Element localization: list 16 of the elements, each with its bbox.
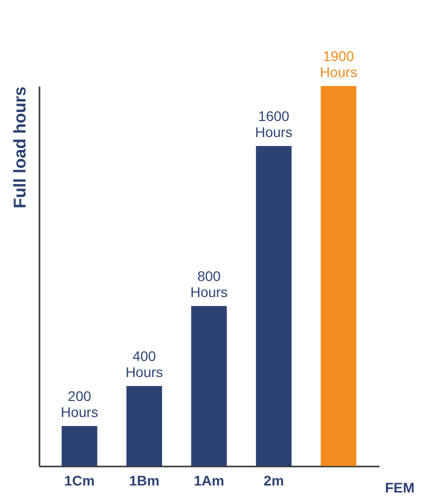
bar bbox=[256, 146, 292, 466]
bar bbox=[62, 426, 98, 466]
x-axis-title: FEM bbox=[384, 480, 414, 496]
bar bbox=[126, 386, 162, 466]
bar bbox=[191, 306, 227, 466]
y-axis-title: Full load hours bbox=[10, 86, 30, 208]
x-tick-label: 1Cm bbox=[64, 472, 95, 488]
x-tick-label: 1Bm bbox=[129, 472, 160, 488]
data-label: 200 Hours bbox=[60, 388, 98, 420]
bar bbox=[320, 86, 356, 466]
data-label: 400 Hours bbox=[126, 348, 163, 380]
data-label: 1600 Hours bbox=[255, 108, 292, 140]
data-label: 800 Hours bbox=[190, 268, 228, 300]
data-label: 1900 Hours bbox=[320, 48, 358, 80]
x-tick-label: 1Am bbox=[194, 472, 224, 488]
x-tick-label: 2m bbox=[264, 472, 284, 488]
